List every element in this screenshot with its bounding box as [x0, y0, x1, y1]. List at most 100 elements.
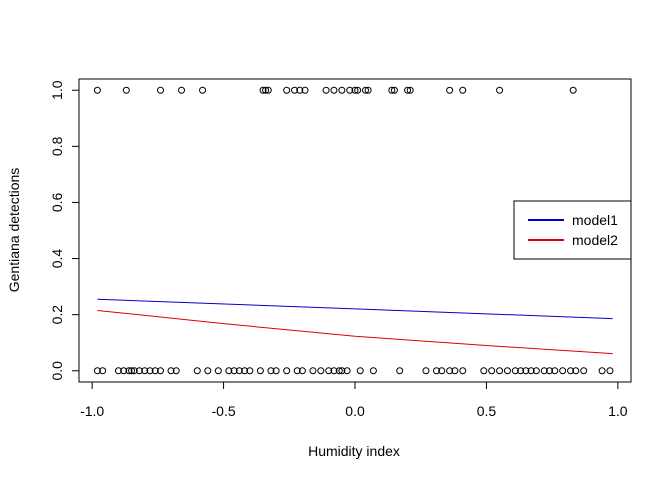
data-point [343, 367, 351, 375]
data-point [130, 367, 138, 375]
data-point [346, 86, 354, 94]
data-point [259, 86, 267, 94]
y-axis-title: Gentiana detections [6, 168, 22, 293]
data-point [272, 367, 280, 375]
data-point [256, 367, 264, 375]
data-point [146, 367, 154, 375]
data-point [335, 367, 343, 375]
data-point [404, 86, 412, 94]
legend-label-model2: model2 [572, 232, 618, 248]
x-tick-label: -1.0 [80, 403, 104, 419]
data-point [225, 367, 233, 375]
data-point [262, 86, 270, 94]
data-point [296, 86, 304, 94]
data-points [93, 86, 614, 375]
x-tick-label: 0.0 [345, 403, 365, 419]
legend-label-model1: model1 [572, 212, 618, 228]
series-line-model1 [97, 298, 613, 320]
data-point [496, 86, 504, 94]
data-point [517, 367, 525, 375]
data-point [606, 367, 614, 375]
data-point [301, 86, 309, 94]
x-tick-label: 1.0 [608, 403, 628, 419]
data-point [241, 367, 249, 375]
data-point [532, 367, 540, 375]
data-point [446, 86, 454, 94]
data-point [388, 86, 396, 94]
data-point [540, 367, 548, 375]
data-point [527, 367, 535, 375]
data-point [122, 86, 130, 94]
data-point [488, 367, 496, 375]
data-point [364, 86, 372, 94]
data-point [362, 86, 370, 94]
model-lines [97, 298, 613, 355]
data-point [356, 367, 364, 375]
data-point [214, 367, 222, 375]
data-point [230, 367, 238, 375]
data-point [459, 86, 467, 94]
data-point [93, 86, 101, 94]
data-point [317, 367, 325, 375]
x-tick-label: 0.5 [477, 403, 497, 419]
data-point [128, 367, 136, 375]
data-point [580, 367, 588, 375]
data-point [422, 367, 430, 375]
data-point [351, 86, 359, 94]
data-point [559, 367, 567, 375]
data-point [156, 86, 164, 94]
data-point [406, 86, 414, 94]
y-axis: 0.0 0.2 0.4 0.6 0.8 1.0 [49, 80, 80, 381]
data-point [178, 86, 186, 94]
data-point [330, 86, 338, 94]
legend: model1 model2 [513, 200, 632, 260]
x-axis-title: Humidity index [308, 443, 400, 459]
y-tick-label: 0.8 [49, 136, 65, 156]
x-axis: -1.0 -0.5 0.0 0.5 1.0 [80, 381, 628, 419]
data-point [264, 86, 272, 94]
data-point [390, 86, 398, 94]
data-point [459, 367, 467, 375]
data-point [546, 367, 554, 375]
data-point [309, 367, 317, 375]
data-point [503, 367, 511, 375]
data-point [167, 367, 175, 375]
data-point [522, 367, 530, 375]
data-point [291, 86, 299, 94]
y-tick-label: 0.2 [49, 305, 65, 325]
data-point [322, 86, 330, 94]
data-point [156, 367, 164, 375]
data-point [438, 367, 446, 375]
data-point [598, 367, 606, 375]
data-point [446, 367, 454, 375]
data-point [396, 367, 404, 375]
data-point [199, 86, 207, 94]
data-point [283, 86, 291, 94]
data-point [338, 367, 346, 375]
x-tick-label: -0.5 [212, 403, 236, 419]
data-point [267, 367, 275, 375]
data-point [325, 367, 333, 375]
y-tick-label: 0.4 [49, 249, 65, 269]
data-point [120, 367, 128, 375]
data-point [354, 86, 362, 94]
data-point [283, 367, 291, 375]
data-point [569, 86, 577, 94]
data-point [99, 367, 107, 375]
y-tick-label: 1.0 [49, 80, 65, 100]
data-point [330, 367, 338, 375]
legend-box [513, 200, 632, 260]
data-point [193, 367, 201, 375]
data-point [235, 367, 243, 375]
data-point [151, 367, 159, 375]
y-tick-label: 0.6 [49, 193, 65, 213]
data-point [496, 367, 504, 375]
data-point [551, 367, 559, 375]
data-point [567, 367, 575, 375]
data-point [432, 367, 440, 375]
data-point [246, 367, 254, 375]
data-point [480, 367, 488, 375]
data-point [93, 367, 101, 375]
data-point [338, 86, 346, 94]
y-tick-label: 0.0 [49, 361, 65, 381]
